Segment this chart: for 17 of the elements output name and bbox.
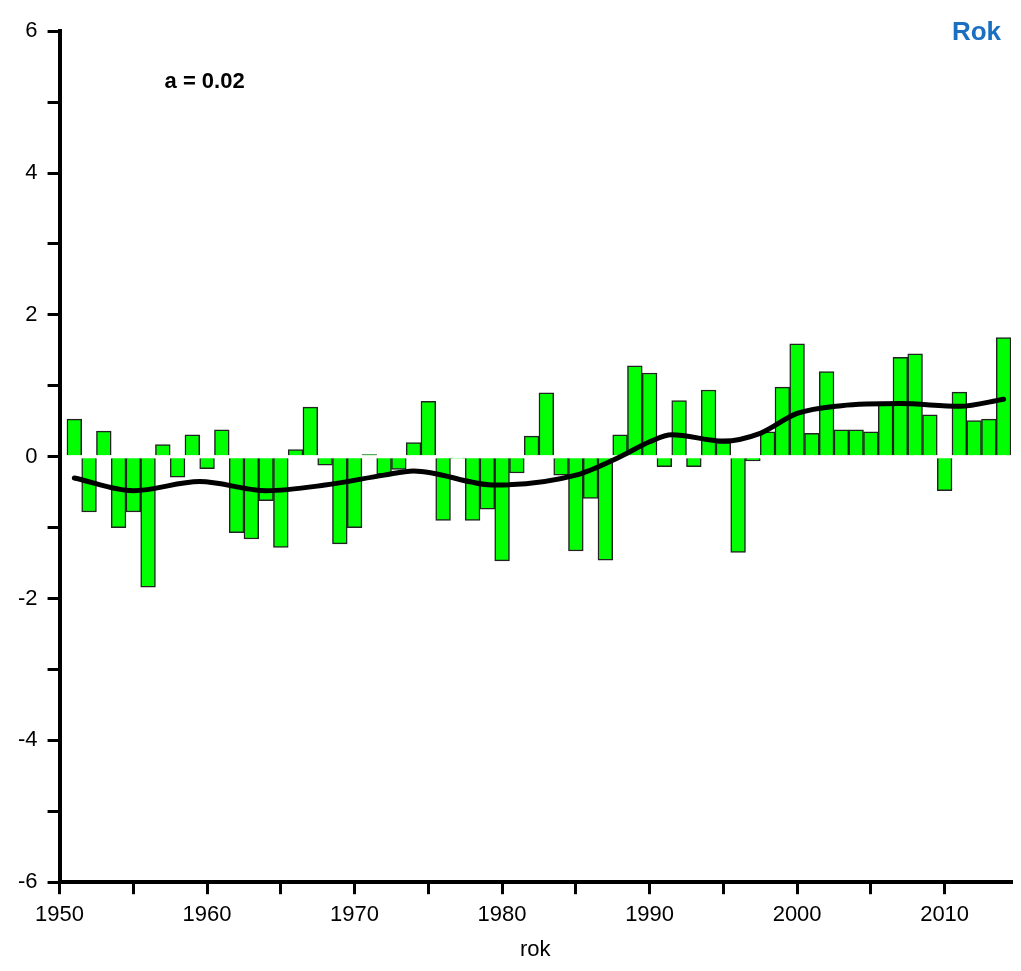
y-tick-label: 4 [25,159,38,185]
x-tick-label: 1950 [35,901,85,927]
x-tick-label: 1970 [330,901,380,927]
y-tick-label: -4 [18,726,38,752]
y-tick-label: 6 [25,17,38,43]
annotation: a = 0.02 [164,68,245,94]
y-tick-label: -6 [18,868,38,894]
x-tick-label: 1990 [625,901,675,927]
y-tick-label: 0 [25,442,38,468]
x-axis-title: rok [520,935,552,961]
x-tick-label: 1960 [182,901,232,927]
x-tick-label: 2000 [772,901,822,927]
chart-title: Rok [951,16,1002,47]
x-tick-label: 2010 [920,901,970,927]
y-tick-label: 2 [25,300,38,326]
y-tick-label: -2 [18,584,38,610]
x-tick-label: 1980 [477,901,527,927]
